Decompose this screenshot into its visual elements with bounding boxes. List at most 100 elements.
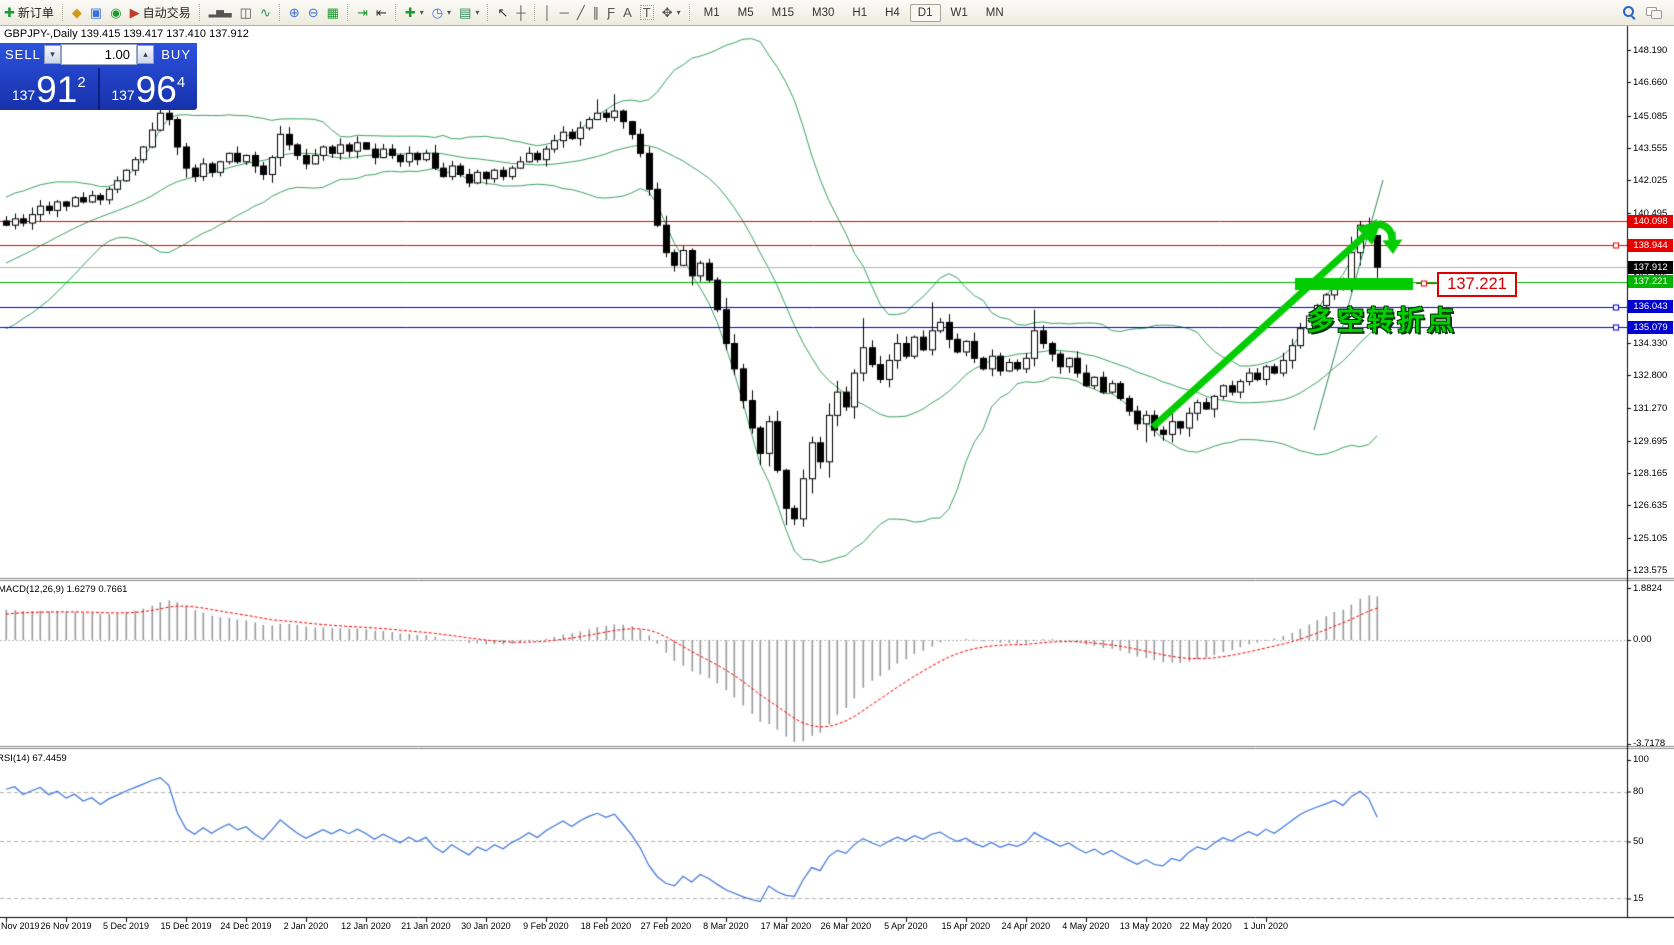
price-callout[interactable]: 137.221: [1437, 272, 1517, 297]
tf-button-W1[interactable]: W1: [950, 6, 968, 19]
periods-clock-icon: ◷: [431, 5, 444, 20]
equidistant-channel-icon: ∥: [592, 5, 600, 20]
buy-price-big: 96: [135, 69, 177, 110]
channel-tool-button[interactable]: ∥: [589, 4, 604, 21]
fibonacci-tool-button[interactable]: Ƒ: [603, 4, 619, 21]
text-label-icon: T: [639, 5, 654, 20]
pivot-annotation[interactable]: 多空转折点: [1307, 306, 1457, 336]
chevron-down-icon: ▾: [419, 8, 424, 17]
chart-shift-button[interactable]: ⇤: [372, 4, 391, 21]
text-label-tool-button[interactable]: T: [636, 3, 658, 22]
zoom-out-button[interactable]: ⊖: [304, 4, 323, 21]
cursor-tool-button[interactable]: ↖: [493, 4, 512, 21]
text-tool-button[interactable]: A: [619, 4, 636, 21]
trendline-tool-button[interactable]: ╱: [573, 4, 589, 21]
zoom-in-button[interactable]: ⊕: [285, 4, 304, 21]
crosshair-tool-button[interactable]: ┼: [512, 4, 529, 21]
shapes-tool-button[interactable]: ✥ ▾: [658, 4, 685, 21]
toolbar-separator: [346, 4, 349, 21]
text-icon: A: [623, 5, 632, 20]
zoom-in-icon: ⊕: [288, 5, 300, 20]
macd-indicator-label: MACD(12,26,9) 1.6279 0.7661: [0, 584, 128, 595]
search-icon[interactable]: [1623, 6, 1636, 19]
buy-button[interactable]: BUY: [161, 47, 191, 62]
tf-button-H1[interactable]: H1: [852, 6, 868, 19]
vertical-line-tool-button[interactable]: │: [540, 4, 556, 21]
tf-button-M5[interactable]: M5: [737, 6, 754, 19]
signals-icon: ◉: [110, 5, 122, 20]
trade-panel-top-row: SELL ▾ 1.00 ▴ BUY: [0, 43, 197, 68]
auto-trading-button[interactable]: ▶ 自动交易: [126, 2, 195, 23]
tile-windows-button[interactable]: ▦: [323, 4, 343, 21]
horizontal-line-tool-button[interactable]: ─: [556, 4, 573, 21]
templates-icon: ▤: [459, 5, 472, 20]
sell-button[interactable]: SELL: [5, 47, 41, 62]
candlestick-mode-button[interactable]: ◫: [236, 4, 256, 21]
new-order-label: 新订单: [17, 6, 54, 20]
tf-button-M30[interactable]: M30: [812, 6, 835, 19]
toolbar-right-group: [1623, 6, 1674, 19]
toolbar-separator: [487, 4, 489, 21]
tf-button-M15[interactable]: M15: [771, 6, 795, 19]
line-chart-mode-button[interactable]: ∿: [256, 4, 275, 21]
terminal-icon: ▣: [89, 5, 103, 20]
chart-shift-icon: ⇤: [375, 5, 387, 20]
auto-scroll-icon: ⇥: [356, 5, 368, 20]
chevron-down-icon: ▾: [475, 8, 480, 17]
toolbar-separator: [688, 4, 691, 21]
timeframe-toolbar: M1 M5 M15 M30 H1 H4 D1 W1 MN: [695, 3, 1013, 22]
buy-price-pip: 4: [176, 74, 186, 91]
market-watch-button[interactable]: ◆: [68, 4, 86, 21]
chart-title: GBPJPY-,Daily 139.415 139.417 137.410 13…: [4, 28, 249, 40]
rsi-indicator-label: RSI(14) 67.4459: [0, 753, 67, 764]
indicators-button[interactable]: ✚ ▾: [401, 4, 428, 21]
periods-button[interactable]: ◷ ▾: [428, 4, 455, 21]
sell-price-display[interactable]: 137 91 2: [0, 68, 100, 110]
candlestick-icon: ◫: [239, 5, 252, 20]
terminal-button[interactable]: ▣: [86, 4, 106, 21]
vertical-line-icon: │: [543, 5, 552, 20]
tf-button-D1[interactable]: D1: [909, 3, 941, 22]
volume-decrease-button[interactable]: ▾: [44, 45, 61, 64]
toolbar-separator: [278, 4, 281, 21]
chevron-down-icon: ▾: [676, 8, 681, 17]
volume-increase-button[interactable]: ▴: [137, 45, 154, 64]
trendline-icon: ╱: [576, 5, 585, 20]
cursor-icon: ↖: [497, 5, 509, 20]
buy-price-prefix: 137: [111, 87, 135, 103]
bar-chart-mode-button[interactable]: ▂▅▃: [205, 4, 236, 21]
shapes-icon: ✥: [661, 5, 673, 20]
trade-panel-prices: 137 91 2 137 96 4: [0, 68, 197, 110]
volume-input[interactable]: 1.00: [61, 44, 137, 65]
one-click-trading-panel: SELL ▾ 1.00 ▴ BUY 137 91 2 137 96 4: [0, 43, 197, 110]
new-order-button[interactable]: ✚ 新订单: [0, 2, 58, 23]
zoom-out-icon: ⊖: [307, 5, 319, 20]
tf-button-M1[interactable]: M1: [703, 6, 720, 19]
tf-button-H4[interactable]: H4: [885, 6, 900, 19]
auto-scroll-button[interactable]: ⇥: [353, 4, 372, 21]
sell-price-pip: 2: [77, 74, 86, 91]
toolbar-separator: [61, 4, 64, 21]
line-chart-icon: ∿: [259, 5, 271, 20]
crosshair-icon: ┼: [516, 5, 526, 20]
auto-trading-icon: ▶: [129, 5, 140, 20]
chat-icon[interactable]: [1646, 6, 1662, 19]
auto-trading-label: 自动交易: [142, 6, 191, 20]
buy-price-display[interactable]: 137 96 4: [100, 68, 198, 110]
toolbar-separator: [394, 4, 397, 21]
tf-button-MN[interactable]: MN: [985, 6, 1004, 19]
toolbar-separator: [198, 4, 201, 21]
sell-price-prefix: 137: [11, 87, 36, 103]
signals-button[interactable]: ◉: [106, 4, 125, 21]
market-watch-icon: ◆: [71, 5, 82, 20]
fibonacci-icon: Ƒ: [607, 5, 616, 20]
bar-chart-icon: ▂▅▃: [208, 7, 232, 18]
templates-button[interactable]: ▤ ▾: [455, 4, 483, 21]
indicators-icon: ✚: [404, 5, 416, 20]
toolbar: ✚ 新订单 ◆ ▣ ◉ ▶ 自动交易 ▂▅▃ ◫ ∿ ⊕: [0, 0, 1674, 26]
horizontal-line-icon: ─: [559, 5, 569, 20]
sell-price-big: 91: [36, 69, 78, 110]
toolbar-separator: [533, 4, 536, 21]
